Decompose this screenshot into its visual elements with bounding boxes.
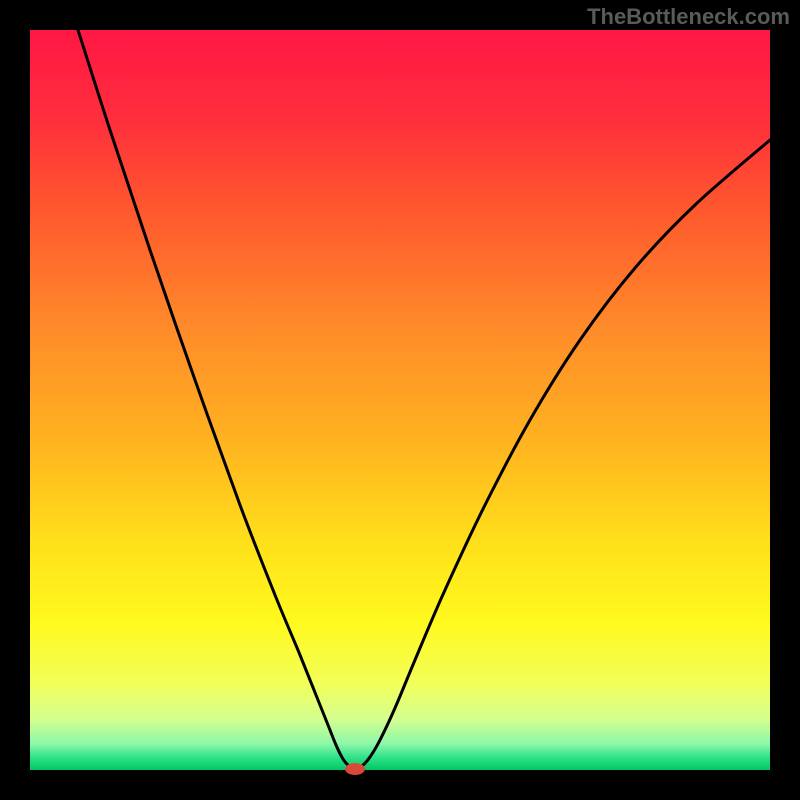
bottleneck-chart-svg [0, 0, 800, 800]
optimum-marker [345, 763, 365, 775]
chart-frame: TheBottleneck.com [0, 0, 800, 800]
chart-gradient-background [30, 30, 770, 770]
watermark-label: TheBottleneck.com [587, 4, 790, 30]
